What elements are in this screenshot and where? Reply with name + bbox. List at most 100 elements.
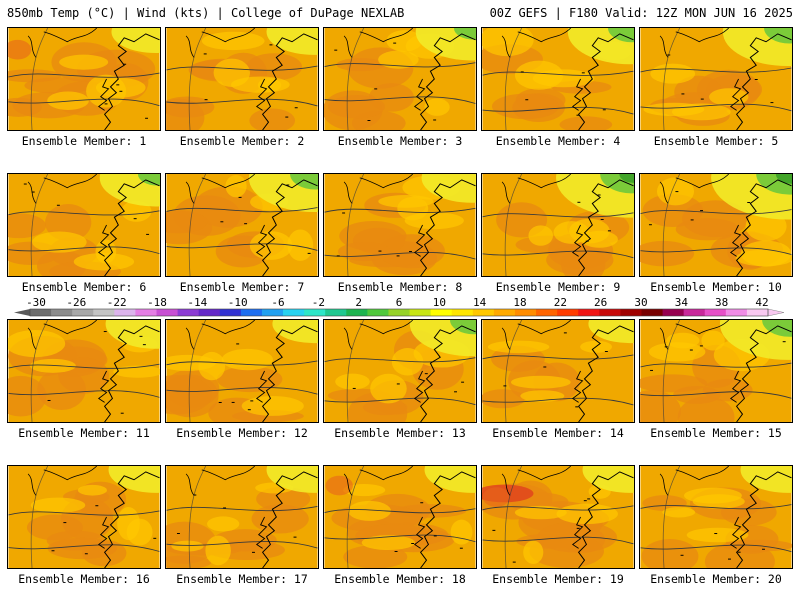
ensemble-member-label: Ensemble Member: 8	[337, 280, 463, 294]
colorbar-swatch	[114, 309, 136, 316]
colorbar-tick-label: 6	[396, 296, 403, 309]
colorbar-tick-label: 34	[675, 296, 689, 309]
ensemble-member-panel: Ensemble Member: 13	[323, 319, 477, 440]
temperature-map	[7, 27, 161, 131]
colorbar-tick-label: 42	[755, 296, 768, 309]
colorbar-tick-label: 18	[513, 296, 526, 309]
colorbar-tick-label: -26	[66, 296, 86, 309]
ensemble-member-label: Ensemble Member: 9	[495, 280, 621, 294]
colorbar-tick-label: -14	[187, 296, 207, 309]
colorbar-swatch	[283, 309, 305, 316]
temperature-map	[7, 319, 161, 423]
ensemble-member-panel: Ensemble Member: 5	[639, 27, 793, 148]
colorbar-swatch	[388, 309, 411, 316]
colorbar-swatch	[662, 309, 685, 316]
temperature-map	[7, 173, 161, 277]
colorbar-tick-label: 10	[433, 296, 446, 309]
ensemble-member-label: Ensemble Member: 18	[334, 572, 466, 586]
colorbar-tick-label: -10	[228, 296, 248, 309]
colorbar-swatch	[346, 309, 368, 316]
ensemble-member-panel: Ensemble Member: 9	[481, 173, 635, 294]
colorbar-tick-label: -6	[271, 296, 284, 309]
colorbar-swatch	[704, 309, 727, 316]
colorbar-tick-label: 2	[355, 296, 362, 309]
ensemble-member-label: Ensemble Member: 16	[18, 572, 150, 586]
ensemble-member-panel: Ensemble Member: 6	[7, 173, 161, 294]
colorbar-tick-label: -30	[26, 296, 46, 309]
temperature-map	[481, 319, 635, 423]
temperature-map	[481, 173, 635, 277]
colorbar-swatch	[409, 309, 432, 316]
colorbar-swatch	[557, 309, 579, 316]
ensemble-member-label: Ensemble Member: 1	[21, 134, 147, 148]
colorbar-tick-label: 22	[554, 296, 567, 309]
colorbar-swatch	[51, 309, 73, 316]
temperature-colorbar: -30 -26 -22 -18 -14 -10 -6 -2 2 6 10 14 18 22 26 30 34 38…	[14, 296, 785, 317]
ensemble-member-label: Ensemble Member: 2	[179, 134, 305, 148]
temperature-map	[481, 27, 635, 131]
temperature-map	[639, 27, 793, 131]
colorbar-tick-label: 30	[634, 296, 647, 309]
colorbar-tick-label: -2	[312, 296, 325, 309]
ensemble-member-panel: Ensemble Member: 17	[165, 465, 319, 586]
ensemble-member-label: Ensemble Member: 4	[495, 134, 621, 148]
colorbar-swatch	[430, 309, 453, 316]
temperature-map	[323, 319, 477, 423]
ensemble-member-label: Ensemble Member: 14	[492, 426, 624, 440]
colorbar-swatch	[683, 309, 706, 316]
colorbar-swatch	[451, 309, 474, 316]
temperature-map	[323, 173, 477, 277]
colorbar-swatch	[472, 309, 495, 316]
ensemble-member-label: Ensemble Member: 3	[337, 134, 463, 148]
colorbar-swatch	[135, 309, 158, 316]
temperature-map	[323, 27, 477, 131]
ensemble-member-panel: Ensemble Member: 1	[7, 27, 161, 148]
ensemble-member-panel: Ensemble Member: 14	[481, 319, 635, 440]
temperature-map	[323, 465, 477, 569]
ensemble-member-panel: Ensemble Member: 10	[639, 173, 793, 294]
colorbar-tick-label: 26	[594, 296, 607, 309]
ensemble-member-panel: Ensemble Member: 7	[165, 173, 319, 294]
ensemble-member-label: Ensemble Member: 6	[21, 280, 147, 294]
ensemble-member-panel: Ensemble Member: 18	[323, 465, 477, 586]
ensemble-member-panel: Ensemble Member: 12	[165, 319, 319, 440]
ensemble-member-label: Ensemble Member: 17	[176, 572, 308, 586]
colorbar-swatch	[261, 309, 284, 316]
colorbar-swatch	[156, 309, 179, 316]
ensemble-member-label: Ensemble Member: 10	[650, 280, 782, 294]
ensemble-member-panel: Ensemble Member: 15	[639, 319, 793, 440]
ensemble-member-label: Ensemble Member: 19	[492, 572, 624, 586]
colorbar-swatch	[641, 309, 664, 316]
model-run-label: 00Z GEFS | F180 Valid: 12Z MON JUN 16 20…	[489, 6, 793, 20]
colorbar-swatch	[746, 309, 769, 316]
colorbar-swatch	[620, 309, 642, 316]
ensemble-member-label: Ensemble Member: 12	[176, 426, 308, 440]
ensemble-member-panel: Ensemble Member: 8	[323, 173, 477, 294]
temperature-map	[481, 465, 635, 569]
colorbar-swatch	[304, 309, 326, 316]
ensemble-member-label: Ensemble Member: 13	[334, 426, 466, 440]
ensemble-member-label: Ensemble Member: 15	[650, 426, 782, 440]
ensemble-member-label: Ensemble Member: 5	[653, 134, 779, 148]
ensemble-member-label: Ensemble Member: 11	[18, 426, 150, 440]
temperature-map	[7, 465, 161, 569]
colorbar-swatch	[177, 309, 200, 316]
colorbar-swatch	[493, 309, 516, 316]
colorbar-tick-label: -22	[107, 296, 127, 309]
colorbar-swatch	[72, 309, 94, 316]
ensemble-member-panel: Ensemble Member: 2	[165, 27, 319, 148]
ensemble-member-label: Ensemble Member: 7	[179, 280, 305, 294]
temperature-map	[639, 319, 793, 423]
colorbar-high-arrow	[767, 308, 785, 317]
colorbar-tick-label: 38	[715, 296, 728, 309]
ensemble-member-label: Ensemble Member: 20	[650, 572, 782, 586]
colorbar-swatch	[536, 309, 558, 316]
colorbar-swatch	[219, 309, 242, 316]
colorbar-swatch	[93, 309, 115, 316]
temperature-map	[639, 173, 793, 277]
colorbar-swatch	[514, 309, 537, 316]
colorbar-swatch	[725, 309, 748, 316]
temperature-map	[165, 27, 319, 131]
ensemble-member-panel: Ensemble Member: 4	[481, 27, 635, 148]
temperature-map	[165, 319, 319, 423]
